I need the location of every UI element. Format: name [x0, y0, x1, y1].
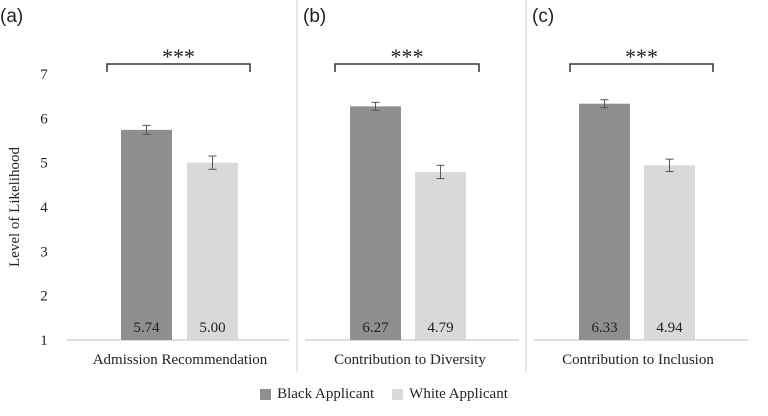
legend-item-black: Black Applicant — [260, 386, 374, 403]
significance-stars: *** — [391, 44, 424, 69]
panel-label: (b) — [303, 6, 326, 27]
bar — [579, 103, 630, 340]
data-label: 5.00 — [199, 320, 225, 336]
bar — [350, 106, 401, 340]
panel-label: (c) — [532, 6, 554, 27]
x-tick-label: Admission Recommendation — [93, 352, 268, 368]
y-axis-label: Level of Likelihood — [7, 147, 23, 267]
legend-label-white: White Applicant — [409, 385, 508, 402]
x-tick-label: Contribution to Inclusion — [562, 352, 714, 368]
data-label: 5.74 — [133, 320, 160, 336]
data-label: 4.94 — [656, 320, 683, 336]
y-tick-label: 5 — [40, 156, 48, 172]
legend-swatch-black — [260, 388, 272, 400]
data-label: 6.33 — [591, 320, 617, 336]
data-label: 6.27 — [362, 320, 389, 336]
significance-stars: *** — [162, 44, 195, 69]
bar — [644, 165, 695, 340]
bar — [415, 171, 466, 340]
significance-bracket — [106, 63, 251, 72]
significance-bracket — [569, 63, 714, 72]
data-label: 4.79 — [427, 320, 453, 336]
legend-label-black: Black Applicant — [277, 385, 375, 402]
y-tick-label: 4 — [40, 200, 48, 216]
legend: Black Applicant White Applicant — [0, 383, 768, 405]
significance-stars: *** — [625, 44, 658, 69]
bar — [121, 129, 172, 340]
y-tick-label: 3 — [40, 244, 48, 260]
legend-swatch-white — [392, 388, 404, 400]
y-tick-label: 2 — [40, 289, 48, 305]
panel-label: (a) — [0, 6, 23, 27]
x-tick-label: Contribution to Diversity — [334, 352, 486, 368]
chart: Level of Likelihood 1 2 3 4 5 6 7 (a) 5.74 5.00 ***… — [0, 0, 748, 372]
legend-item-white: White Applicant — [392, 386, 508, 403]
y-tick-label: 1 — [40, 333, 48, 349]
bar — [187, 162, 238, 340]
y-tick-label: 6 — [40, 111, 48, 127]
significance-bracket — [334, 63, 480, 72]
y-tick-label: 7 — [40, 67, 48, 83]
